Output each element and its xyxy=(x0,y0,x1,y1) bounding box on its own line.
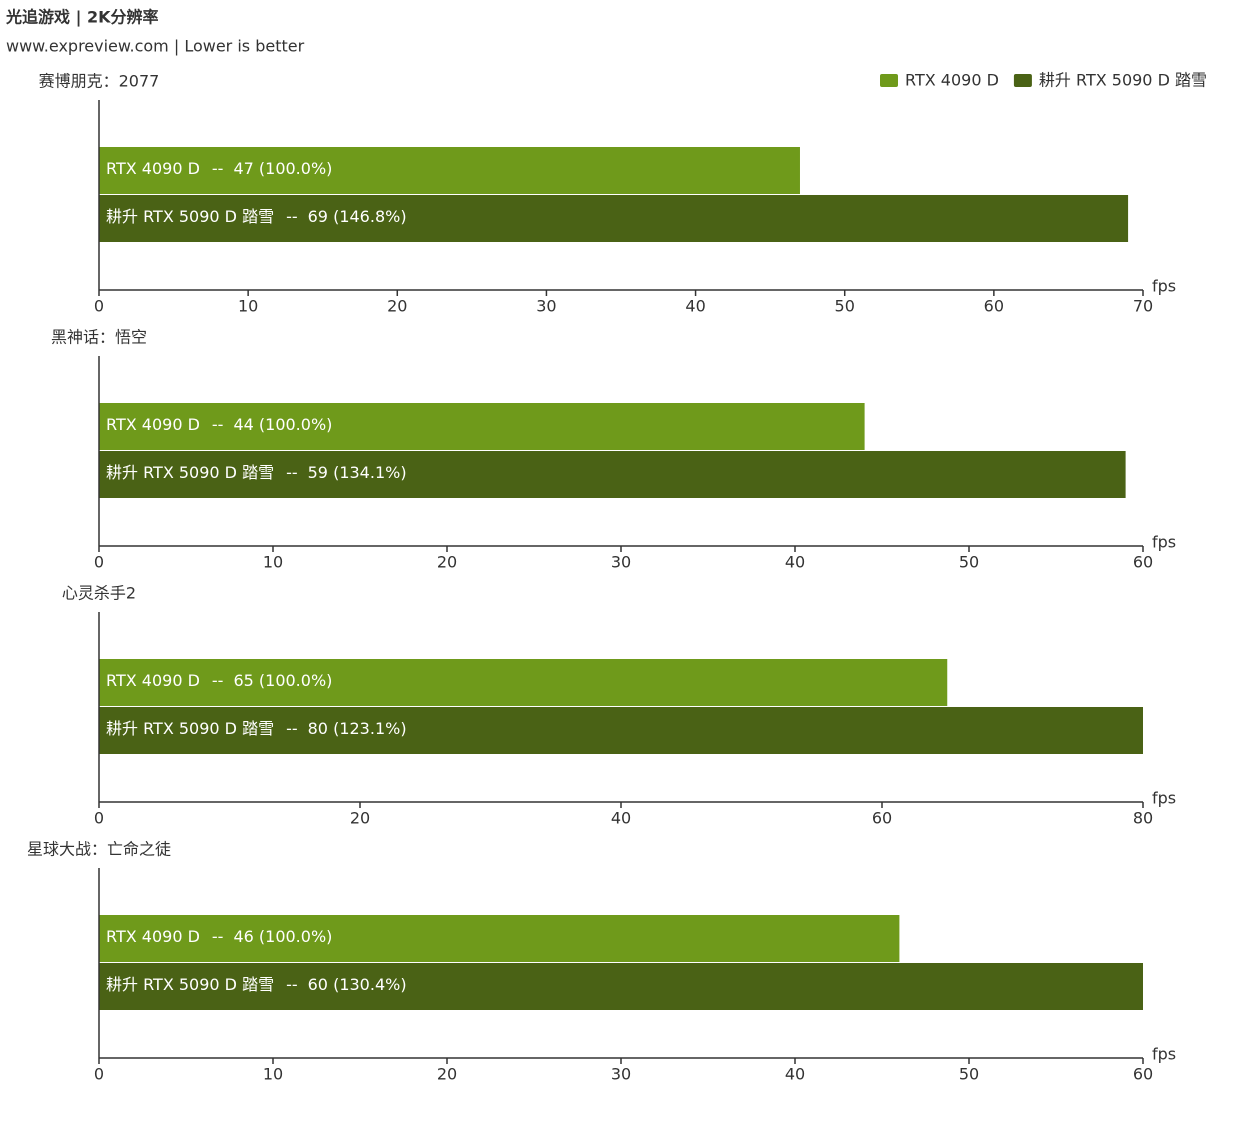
separator: -- xyxy=(212,671,224,690)
x-tick-label: 40 xyxy=(785,1065,805,1084)
separator: -- xyxy=(212,927,224,946)
x-tick-label: 30 xyxy=(536,297,556,316)
value-label: 46 (100.0%) xyxy=(233,927,332,946)
x-tick-label: 80 xyxy=(1133,809,1153,828)
x-tick-label: 20 xyxy=(437,1065,457,1084)
x-tick-label: 10 xyxy=(263,553,283,572)
bar-label: RTX 4090 D -- 47 (100.0%) xyxy=(106,159,332,178)
x-tick-label: 10 xyxy=(263,1065,283,1084)
x-tick-label: 0 xyxy=(94,809,104,828)
x-axis-label: fps xyxy=(1152,277,1176,296)
legend-label: 耕升 RTX 5090 D 踏雪 xyxy=(1039,71,1207,90)
value-label: 59 (134.1%) xyxy=(308,463,407,482)
value-label: 60 (130.4%) xyxy=(308,975,407,994)
separator: -- xyxy=(212,415,224,434)
series-name: 耕升 RTX 5090 D 踏雪 xyxy=(106,719,274,738)
subchart-title: 黑神话：悟空 xyxy=(51,328,147,347)
value-label: 65 (100.0%) xyxy=(233,671,332,690)
bar xyxy=(99,659,948,706)
x-tick-label: 30 xyxy=(611,1065,631,1084)
page-subtitle: www.expreview.com | Lower is better xyxy=(6,37,305,56)
x-axis-label: fps xyxy=(1152,533,1176,552)
x-axis-label: fps xyxy=(1152,1045,1176,1064)
x-tick-label: 20 xyxy=(350,809,370,828)
separator: -- xyxy=(286,719,298,738)
bar-label: 耕升 RTX 5090 D 踏雪 -- 59 (134.1%) xyxy=(106,463,407,482)
x-tick-label: 20 xyxy=(387,297,407,316)
series-name: RTX 4090 D xyxy=(106,671,200,690)
bar xyxy=(99,915,900,962)
bar-label: 耕升 RTX 5090 D 踏雪 -- 69 (146.8%) xyxy=(106,207,407,226)
subchart-title: 赛博朋克：2077 xyxy=(39,72,160,91)
bar-label: RTX 4090 D -- 46 (100.0%) xyxy=(106,927,332,946)
x-tick-label: 50 xyxy=(959,553,979,572)
x-tick-label: 40 xyxy=(685,297,705,316)
bar xyxy=(99,195,1129,242)
x-tick-label: 70 xyxy=(1133,297,1153,316)
subchart-title: 心灵杀手2 xyxy=(62,584,136,603)
x-tick-label: 30 xyxy=(611,553,631,572)
bar xyxy=(99,147,800,194)
series-name: 耕升 RTX 5090 D 踏雪 xyxy=(106,463,274,482)
legend-label: RTX 4090 D xyxy=(905,71,999,90)
value-label: 47 (100.0%) xyxy=(233,159,332,178)
bar xyxy=(99,451,1126,498)
legend-swatch xyxy=(880,74,898,87)
bar xyxy=(99,707,1143,754)
x-tick-label: 40 xyxy=(785,553,805,572)
bar-label: RTX 4090 D -- 65 (100.0%) xyxy=(106,671,332,690)
x-tick-label: 50 xyxy=(959,1065,979,1084)
x-tick-label: 20 xyxy=(437,553,457,572)
x-tick-label: 60 xyxy=(984,297,1004,316)
subchart-title: 星球大战：亡命之徒 xyxy=(27,840,171,859)
series-name: RTX 4090 D xyxy=(106,415,200,434)
x-tick-label: 60 xyxy=(872,809,892,828)
value-label: 44 (100.0%) xyxy=(233,415,332,434)
x-tick-label: 0 xyxy=(94,1065,104,1084)
separator: -- xyxy=(286,207,298,226)
bar xyxy=(99,403,865,450)
x-axis-label: fps xyxy=(1152,789,1176,808)
separator: -- xyxy=(286,463,298,482)
series-name: 耕升 RTX 5090 D 踏雪 xyxy=(106,975,274,994)
bar-label: 耕升 RTX 5090 D 踏雪 -- 60 (130.4%) xyxy=(106,975,407,994)
series-name: RTX 4090 D xyxy=(106,927,200,946)
series-name: RTX 4090 D xyxy=(106,159,200,178)
bar-label: 耕升 RTX 5090 D 踏雪 -- 80 (123.1%) xyxy=(106,719,407,738)
x-tick-label: 60 xyxy=(1133,553,1153,572)
page-title: 光追游戏 | 2K分辨率 xyxy=(5,8,159,28)
x-tick-label: 0 xyxy=(94,553,104,572)
x-tick-label: 60 xyxy=(1133,1065,1153,1084)
bar xyxy=(99,963,1143,1010)
separator: -- xyxy=(212,159,224,178)
bar-label: RTX 4090 D -- 44 (100.0%) xyxy=(106,415,332,434)
x-tick-label: 40 xyxy=(611,809,631,828)
x-tick-label: 50 xyxy=(835,297,855,316)
x-tick-label: 10 xyxy=(238,297,258,316)
value-label: 69 (146.8%) xyxy=(308,207,407,226)
series-name: 耕升 RTX 5090 D 踏雪 xyxy=(106,207,274,226)
legend-swatch xyxy=(1013,74,1032,87)
separator: -- xyxy=(286,975,298,994)
value-label: 80 (123.1%) xyxy=(308,719,407,738)
x-tick-label: 0 xyxy=(94,297,104,316)
